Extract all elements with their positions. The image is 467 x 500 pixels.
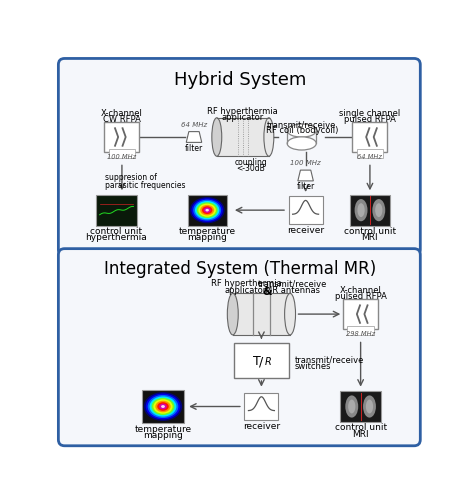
Bar xyxy=(105,122,139,152)
Ellipse shape xyxy=(156,400,170,412)
Ellipse shape xyxy=(146,394,180,419)
Ellipse shape xyxy=(144,392,182,421)
Ellipse shape xyxy=(357,203,365,217)
Ellipse shape xyxy=(348,400,355,413)
Bar xyxy=(340,391,381,422)
Text: control unit: control unit xyxy=(334,424,387,432)
Text: applicator: applicator xyxy=(225,286,267,294)
Text: transmit/receive: transmit/receive xyxy=(258,280,327,288)
Ellipse shape xyxy=(195,201,219,220)
Ellipse shape xyxy=(202,206,212,214)
Text: receiver: receiver xyxy=(243,422,280,431)
Ellipse shape xyxy=(372,199,385,221)
Ellipse shape xyxy=(153,400,173,413)
Ellipse shape xyxy=(287,124,316,137)
Text: R: R xyxy=(265,357,271,367)
Ellipse shape xyxy=(227,294,238,335)
Ellipse shape xyxy=(190,197,225,223)
Text: suppresion of: suppresion of xyxy=(105,173,157,182)
Ellipse shape xyxy=(161,405,165,408)
Ellipse shape xyxy=(205,209,209,212)
Ellipse shape xyxy=(148,395,178,418)
Text: switches: switches xyxy=(295,362,331,371)
FancyBboxPatch shape xyxy=(58,248,420,446)
Ellipse shape xyxy=(151,398,175,415)
Ellipse shape xyxy=(197,202,218,218)
Text: MRI: MRI xyxy=(352,430,369,438)
Text: filter: filter xyxy=(297,182,315,190)
Text: receiver: receiver xyxy=(287,226,324,234)
Ellipse shape xyxy=(159,404,167,409)
Text: X-channel: X-channel xyxy=(101,108,143,118)
Text: transmit/receive: transmit/receive xyxy=(267,120,336,129)
Bar xyxy=(109,148,135,158)
Bar xyxy=(233,294,290,335)
Text: 64 MHz: 64 MHz xyxy=(357,154,382,160)
Polygon shape xyxy=(186,132,202,142)
Ellipse shape xyxy=(193,200,221,220)
Text: filter: filter xyxy=(185,144,203,153)
Ellipse shape xyxy=(366,400,373,413)
Text: 64 MHz: 64 MHz xyxy=(181,122,207,128)
Text: MR antennas: MR antennas xyxy=(265,286,320,294)
Ellipse shape xyxy=(204,208,211,213)
Bar xyxy=(142,390,184,424)
Ellipse shape xyxy=(363,396,376,417)
Text: RF hyperthermia: RF hyperthermia xyxy=(211,280,281,288)
Text: Hybrid System: Hybrid System xyxy=(174,71,306,89)
Text: pulsed RFPA: pulsed RFPA xyxy=(335,292,387,301)
Bar xyxy=(188,194,226,226)
Text: temperature: temperature xyxy=(134,425,191,434)
Text: control unit: control unit xyxy=(344,227,396,236)
Ellipse shape xyxy=(191,198,223,222)
Bar xyxy=(343,300,378,328)
Text: Integrated System (Thermal MR): Integrated System (Thermal MR) xyxy=(104,260,376,278)
Text: applicator: applicator xyxy=(222,113,264,122)
Bar xyxy=(244,392,278,420)
Bar xyxy=(350,194,390,226)
Text: X-channel: X-channel xyxy=(340,286,382,294)
Bar xyxy=(96,194,137,226)
Bar xyxy=(289,196,323,224)
Text: single channel: single channel xyxy=(340,108,401,118)
Bar xyxy=(347,326,374,335)
Text: CW RFPA: CW RFPA xyxy=(103,114,141,124)
Ellipse shape xyxy=(149,396,177,416)
Ellipse shape xyxy=(212,118,222,156)
Text: parasitic frequencies: parasitic frequencies xyxy=(105,181,185,190)
Text: MRI: MRI xyxy=(361,233,378,242)
Text: temperature: temperature xyxy=(178,227,236,236)
Polygon shape xyxy=(298,170,313,181)
Ellipse shape xyxy=(264,118,274,156)
Bar xyxy=(217,118,269,156)
Text: mapping: mapping xyxy=(143,431,183,440)
Text: RF hyperthermia: RF hyperthermia xyxy=(207,107,278,116)
Text: /: / xyxy=(259,356,263,368)
Text: &: & xyxy=(263,287,272,297)
FancyBboxPatch shape xyxy=(58,58,420,256)
Bar xyxy=(353,122,387,152)
Text: T: T xyxy=(253,356,261,368)
Text: transmit/receive: transmit/receive xyxy=(295,356,364,364)
Bar xyxy=(234,342,289,378)
Text: 100 MHz: 100 MHz xyxy=(290,160,321,166)
Text: RF coil (bodycoil): RF coil (bodycoil) xyxy=(266,126,338,135)
Bar xyxy=(357,148,383,158)
Ellipse shape xyxy=(354,199,368,221)
Ellipse shape xyxy=(198,204,216,216)
Ellipse shape xyxy=(284,294,296,335)
Ellipse shape xyxy=(287,137,316,150)
Ellipse shape xyxy=(200,205,214,216)
Text: hyperthermia: hyperthermia xyxy=(85,233,148,242)
Text: coupling: coupling xyxy=(234,158,267,167)
Text: mapping: mapping xyxy=(187,233,227,242)
Ellipse shape xyxy=(375,203,382,217)
Text: pulsed RFPA: pulsed RFPA xyxy=(344,114,396,124)
Text: <-30dB: <-30dB xyxy=(236,164,265,173)
Ellipse shape xyxy=(345,396,358,417)
Text: 298 MHz: 298 MHz xyxy=(346,331,375,337)
Ellipse shape xyxy=(157,402,169,411)
Text: control unit: control unit xyxy=(91,227,142,236)
Text: 100 MHz: 100 MHz xyxy=(107,154,136,160)
